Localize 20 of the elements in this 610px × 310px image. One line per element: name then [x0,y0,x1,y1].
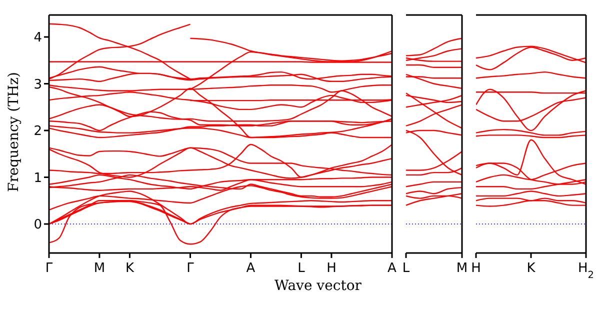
x-tick-label: Γ [45,261,54,276]
y-tick-label: 1 [34,170,42,186]
x-tick-label: M [94,261,106,276]
x-tick-label: H [326,261,336,276]
x-tick-label: H$_{2}$ [578,261,594,280]
x-tick-label: H [471,261,481,276]
y-tick-label: 3 [34,77,42,92]
x-tick-label: K [125,261,134,276]
x-tick-label: A [388,261,397,276]
y-tick-label: 4 [34,30,42,46]
x-tick-label: A [246,261,256,276]
x-tick-label: L [402,261,410,276]
x-tick-label: M [456,261,468,276]
y-axis-title: Frequency (THz) [6,70,22,194]
y-tick-label: 2 [34,124,42,140]
y-tick-label: 0 [34,218,42,233]
x-tick-label: L [298,261,306,276]
x-tick-label: K [526,261,536,276]
x-tick-label: Γ [186,261,195,276]
x-axis-title: Wave vector [274,278,362,294]
